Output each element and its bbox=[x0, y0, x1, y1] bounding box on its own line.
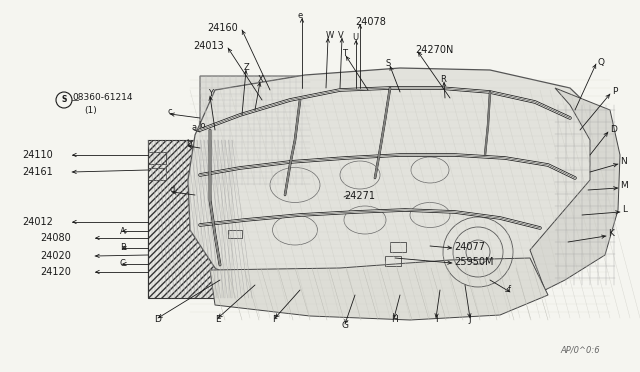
Text: D: D bbox=[610, 125, 617, 135]
Text: C: C bbox=[120, 260, 126, 269]
Text: 24077: 24077 bbox=[454, 242, 485, 252]
Text: R: R bbox=[440, 76, 446, 84]
Text: B: B bbox=[120, 244, 126, 253]
Text: U: U bbox=[352, 33, 358, 42]
Text: AP/0^0:6: AP/0^0:6 bbox=[560, 346, 600, 355]
Text: H: H bbox=[390, 315, 397, 324]
Text: (1): (1) bbox=[84, 106, 97, 115]
Text: 24120: 24120 bbox=[40, 267, 71, 277]
Text: K: K bbox=[608, 230, 614, 238]
Text: I: I bbox=[435, 315, 437, 324]
Text: Z: Z bbox=[244, 64, 250, 73]
Text: G: G bbox=[342, 321, 349, 330]
Text: 24110: 24110 bbox=[22, 150, 52, 160]
Bar bbox=[385, 256, 401, 266]
Text: 24078: 24078 bbox=[355, 17, 386, 27]
Text: e: e bbox=[298, 12, 303, 20]
Text: D: D bbox=[155, 315, 161, 324]
Polygon shape bbox=[210, 258, 548, 320]
Text: 24271: 24271 bbox=[344, 191, 375, 201]
Bar bbox=[228, 230, 242, 238]
Text: N: N bbox=[620, 157, 627, 167]
Text: d: d bbox=[170, 186, 175, 195]
Text: 24161: 24161 bbox=[22, 167, 52, 177]
Text: a: a bbox=[192, 124, 197, 132]
Text: P: P bbox=[612, 87, 618, 96]
Text: 24270N: 24270N bbox=[415, 45, 453, 55]
Text: L: L bbox=[622, 205, 627, 215]
Text: 24020: 24020 bbox=[40, 251, 71, 261]
Bar bbox=[390, 242, 406, 252]
Text: 24012: 24012 bbox=[22, 217, 53, 227]
Text: X: X bbox=[258, 76, 264, 84]
Text: W: W bbox=[326, 32, 334, 41]
Text: lo: lo bbox=[198, 122, 205, 131]
Text: V: V bbox=[338, 32, 344, 41]
Bar bbox=[148, 140, 233, 298]
Text: 24160: 24160 bbox=[207, 23, 238, 33]
Text: J: J bbox=[468, 315, 471, 324]
Text: 25950M: 25950M bbox=[454, 257, 493, 267]
Text: F: F bbox=[273, 315, 278, 324]
Bar bbox=[148, 152, 166, 164]
Text: f: f bbox=[508, 285, 511, 295]
Polygon shape bbox=[188, 68, 605, 318]
Text: 08360-61214: 08360-61214 bbox=[72, 93, 132, 102]
Text: E: E bbox=[215, 315, 221, 324]
Text: Y: Y bbox=[208, 90, 213, 99]
Text: T: T bbox=[342, 49, 347, 58]
Text: S: S bbox=[386, 60, 391, 68]
Polygon shape bbox=[200, 76, 310, 185]
Text: Q: Q bbox=[598, 58, 605, 67]
Text: 24013: 24013 bbox=[193, 41, 224, 51]
Polygon shape bbox=[530, 88, 620, 290]
Text: 24080: 24080 bbox=[40, 233, 71, 243]
Text: b: b bbox=[186, 140, 191, 148]
Text: M: M bbox=[620, 182, 628, 190]
Text: S: S bbox=[61, 96, 67, 105]
Bar bbox=[148, 168, 166, 180]
Text: A: A bbox=[120, 227, 125, 235]
Text: c: c bbox=[168, 108, 173, 116]
